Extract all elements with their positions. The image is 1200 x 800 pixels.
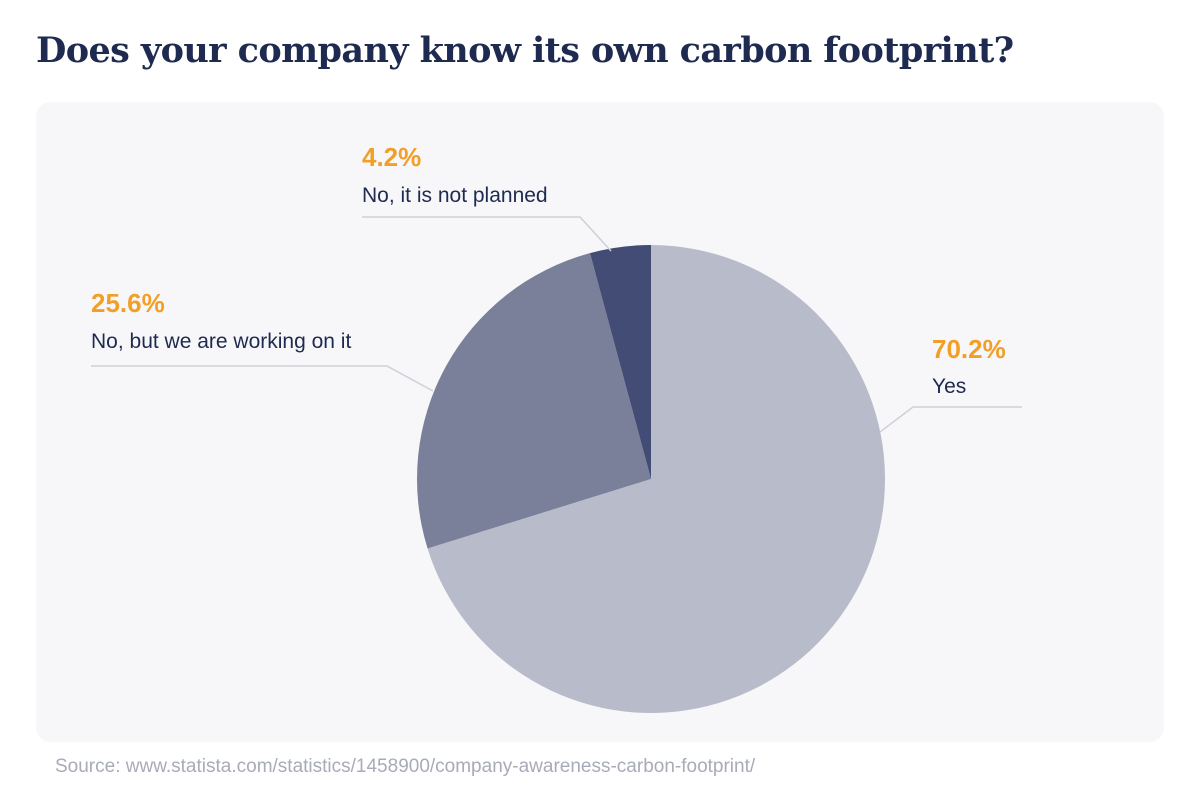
slice-category-label-3: No, it is not planned [362, 184, 548, 207]
source-note: Source: www.statista.com/statistics/1458… [55, 756, 756, 777]
pie-slice-1 [427, 245, 885, 713]
pie-slice-3 [589, 245, 651, 479]
slice-value-label-3: 4.2% [362, 142, 421, 172]
slice-category-label-1: Yes [932, 375, 966, 398]
leader-line-1 [879, 406, 1022, 433]
slice-category-label-2: No, but we are working on it [91, 330, 351, 353]
pie-slice-2 [416, 253, 651, 549]
slice-value-label-1: 70.2% [932, 334, 1006, 364]
slice-value-label-2: 25.6% [91, 288, 165, 318]
chart-title: Does your company know its own carbon fo… [36, 30, 1014, 71]
leader-line-3 [362, 216, 612, 252]
leader-line-2 [91, 365, 434, 392]
